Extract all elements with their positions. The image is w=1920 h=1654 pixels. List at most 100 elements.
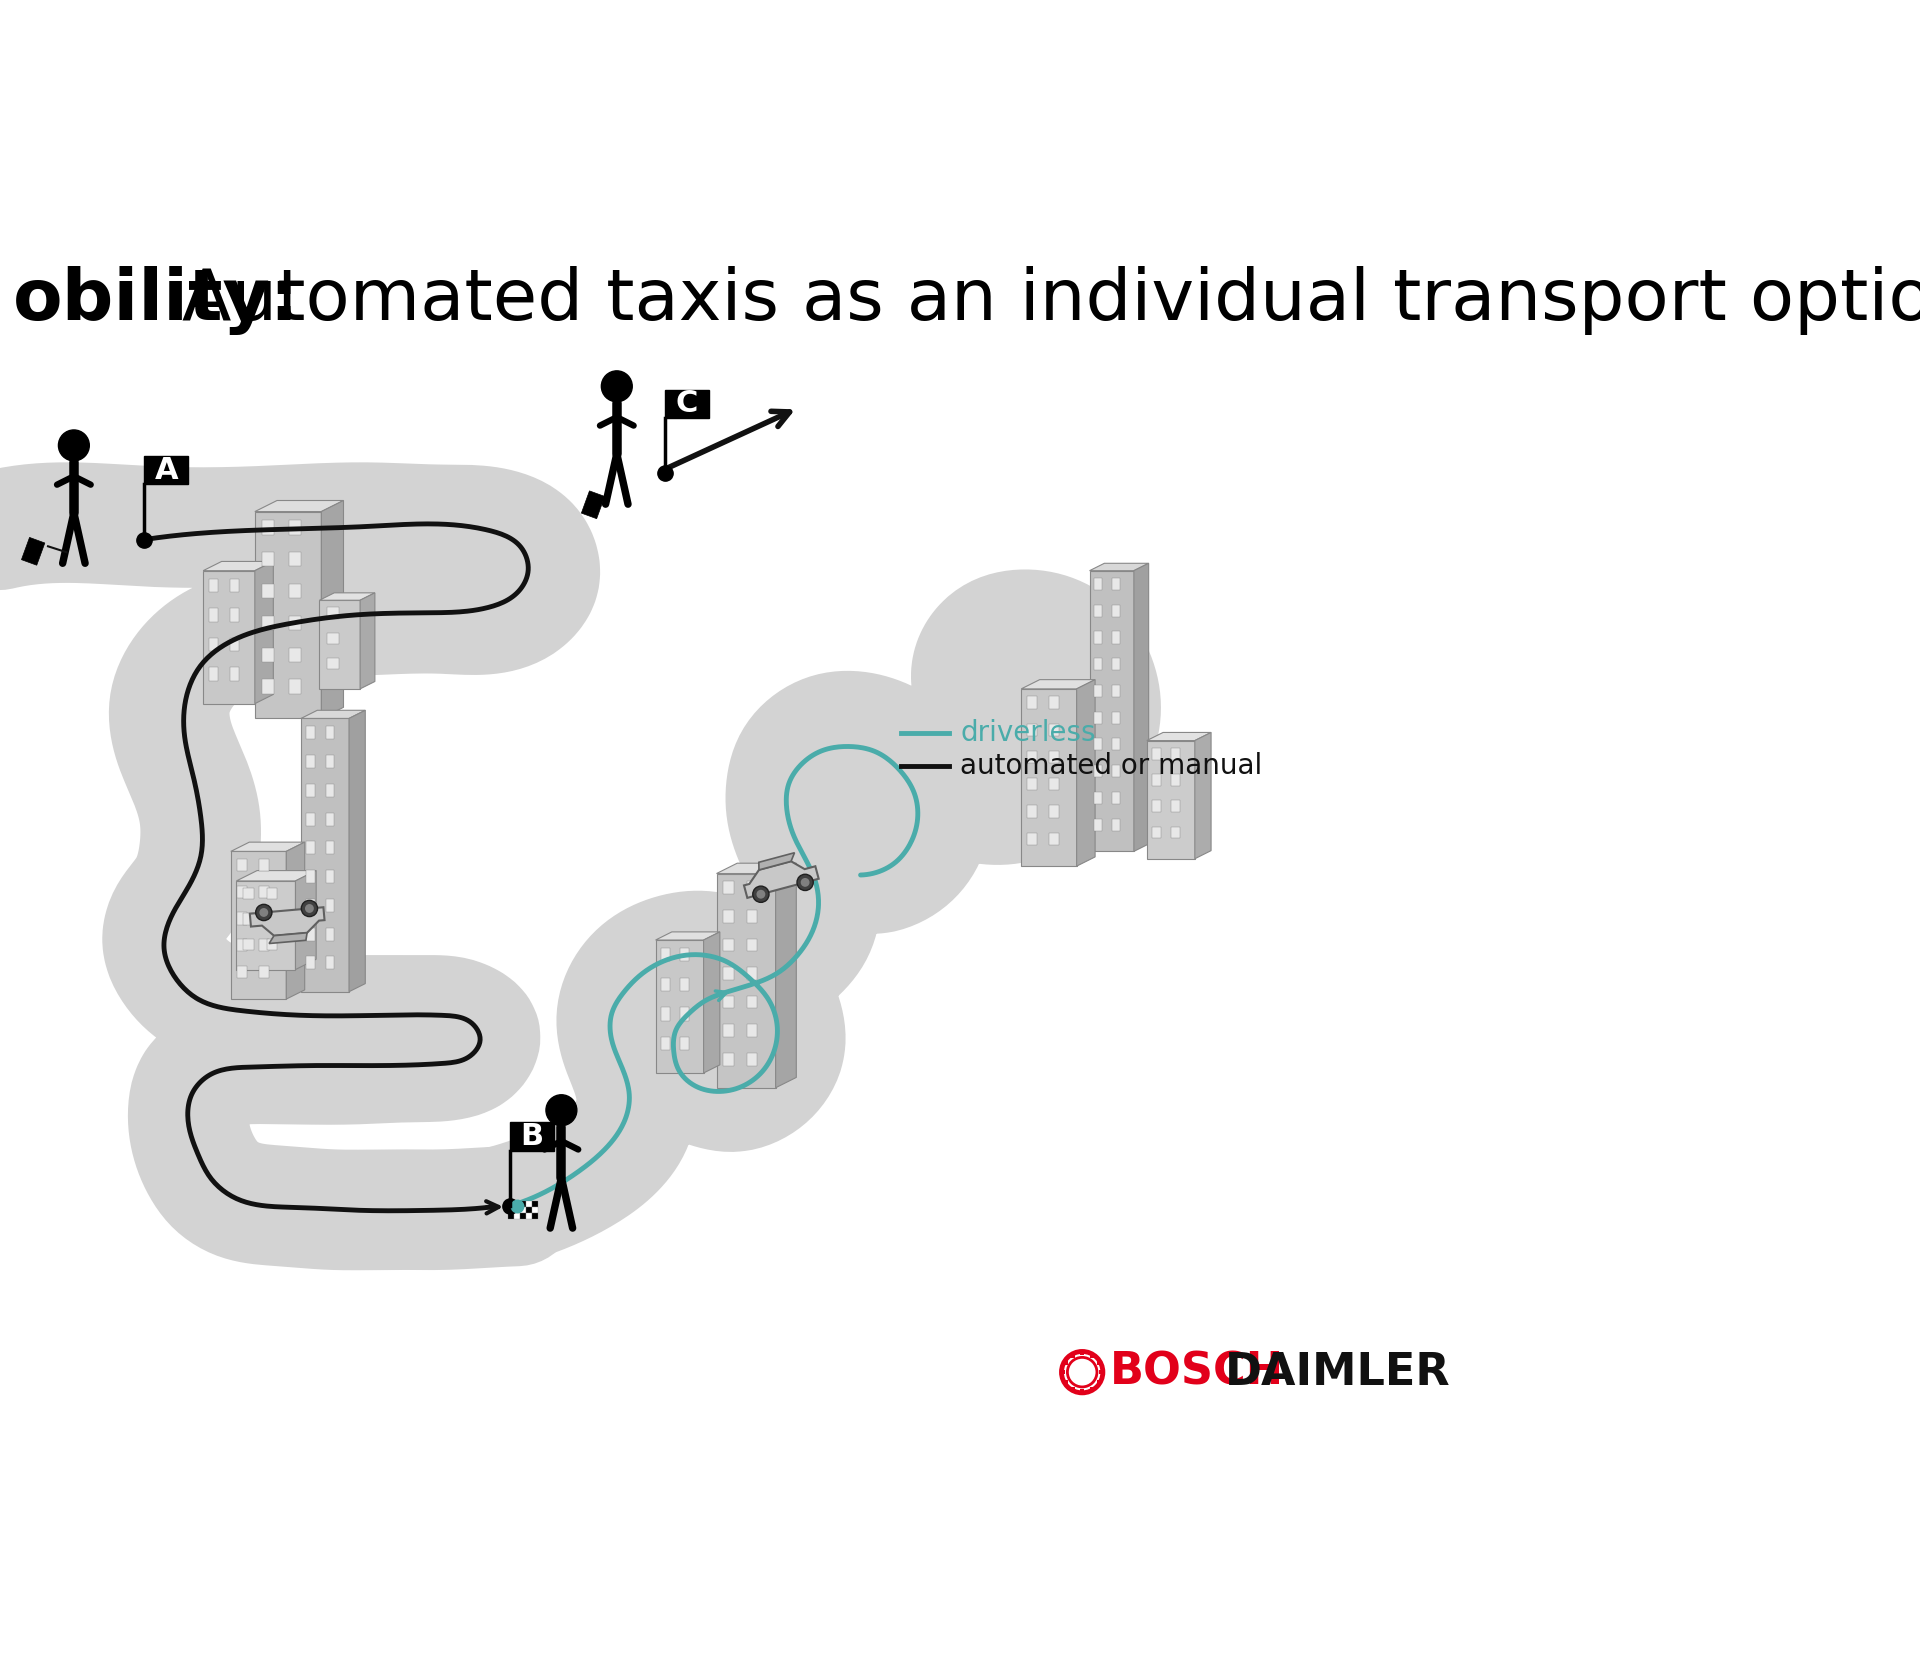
Bar [326,726,334,739]
Bar [660,1037,670,1050]
Bar [263,648,275,662]
Text: automated or manual: automated or manual [960,753,1263,781]
Text: BOSCH: BOSCH [1110,1351,1284,1394]
Bar [1094,632,1102,643]
Bar [1112,819,1119,830]
Bar [242,938,253,949]
Bar [1171,801,1181,812]
FancyBboxPatch shape [144,457,188,485]
Polygon shape [286,842,305,999]
Bar [1112,605,1119,617]
Bar [209,668,219,681]
Bar [307,842,315,855]
Circle shape [255,905,273,921]
Bar [1098,1370,1104,1374]
Text: C: C [676,389,699,418]
Bar [259,858,269,872]
Polygon shape [1089,564,1148,571]
Polygon shape [321,501,344,718]
Polygon shape [204,561,273,571]
Bar [509,1212,515,1219]
Bar [1050,751,1060,762]
Bar [509,1201,515,1207]
Bar [259,939,269,951]
Bar [680,978,689,991]
Bar [209,579,219,592]
Bar [326,756,334,767]
Bar [724,1052,733,1065]
Bar [1079,1389,1085,1394]
Polygon shape [1146,741,1194,858]
Circle shape [301,900,317,916]
Bar [747,968,756,979]
Polygon shape [361,592,374,688]
Bar [515,1207,520,1212]
Bar [724,910,733,923]
Bar [1171,748,1181,759]
Circle shape [753,887,770,903]
Text: driverless: driverless [960,719,1096,748]
Bar [326,632,340,643]
Bar [509,1207,515,1212]
Bar [747,938,756,951]
Polygon shape [230,852,286,999]
Bar [526,1212,532,1219]
Bar [1152,827,1162,839]
Polygon shape [1089,571,1135,852]
Bar [21,538,44,566]
Bar [267,913,276,925]
Circle shape [801,878,810,887]
Bar [263,552,275,566]
Circle shape [259,908,269,916]
Bar [288,680,301,693]
Bar [307,812,315,825]
Bar [288,584,301,599]
Bar [230,609,238,622]
Bar [520,1207,526,1212]
Polygon shape [301,710,365,718]
Bar [1096,1379,1100,1384]
Bar [326,607,340,619]
Bar [230,579,238,592]
Bar [326,658,340,670]
Bar [1094,685,1102,696]
Bar [1112,577,1119,590]
Bar [747,910,756,923]
Bar [532,1212,538,1219]
Bar [1171,827,1181,839]
Bar [1112,738,1119,751]
Bar [747,1024,756,1037]
Polygon shape [1021,688,1077,867]
Bar [267,888,276,900]
Bar [288,615,301,630]
Bar [263,521,275,534]
Bar [236,939,248,951]
Polygon shape [255,501,344,511]
Bar [1094,738,1102,751]
Bar [1094,605,1102,617]
Bar [532,1207,538,1212]
Bar [1064,1379,1068,1384]
Bar [1094,792,1102,804]
Text: B: B [520,1121,543,1151]
Polygon shape [655,931,720,939]
Bar [263,615,275,630]
Bar [288,648,301,662]
Bar [1027,751,1037,762]
Bar [1050,805,1060,817]
Bar [263,680,275,693]
Bar [1094,577,1102,590]
Polygon shape [655,939,703,1073]
Polygon shape [255,511,321,718]
Bar [1069,1353,1075,1358]
Bar [1027,805,1037,817]
Bar [242,913,253,925]
Bar [230,638,238,652]
Bar [267,938,276,949]
Bar [747,996,756,1009]
Bar [515,1212,520,1219]
Bar [1069,1386,1075,1391]
Bar [242,888,253,900]
Polygon shape [236,870,317,882]
Bar [326,842,334,855]
